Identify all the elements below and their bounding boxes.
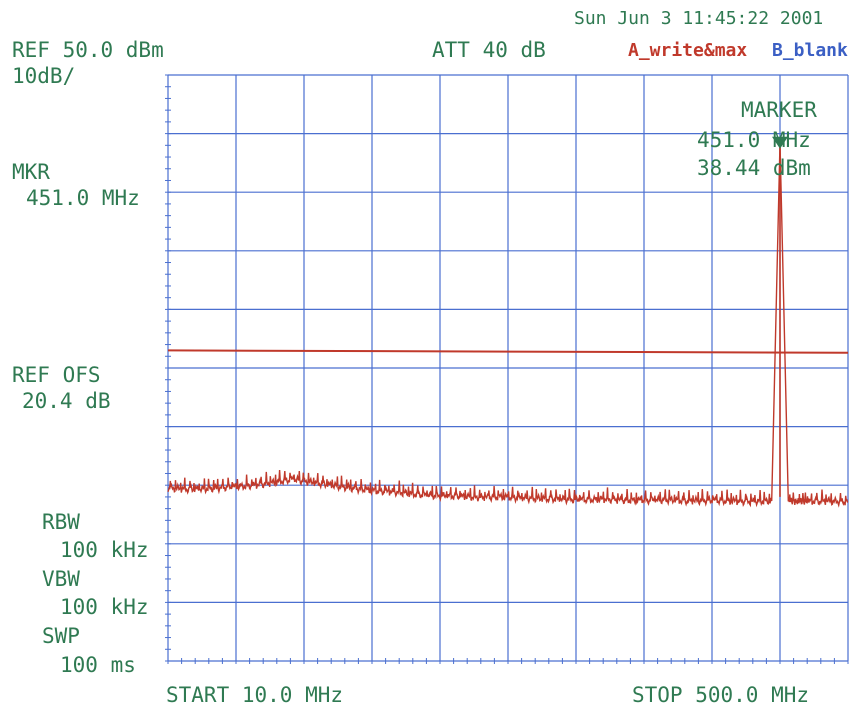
swp-value: 100 ms — [60, 653, 136, 677]
stop-frequency: STOP 500.0 MHz — [632, 683, 810, 707]
trace-a-label: A_write&max — [628, 40, 748, 61]
spectrum-trace — [167, 142, 849, 508]
swp-label: SWP — [42, 624, 80, 648]
marker-group — [772, 136, 788, 497]
marker-triangle-icon — [772, 136, 788, 149]
marker-frequency: 451.0 MHz — [697, 128, 811, 152]
mkr-label: MKR — [12, 160, 50, 184]
marker-title: MARKER — [741, 98, 817, 122]
rbw-value: 100 kHz — [60, 538, 149, 562]
ref-ofs-label: REF OFS — [12, 363, 101, 387]
start-frequency: START 10.0 MHz — [166, 683, 344, 707]
ref-ofs-value: 20.4 dB — [22, 389, 111, 413]
traces — [167, 142, 849, 508]
limit-line — [167, 349, 849, 354]
trace-b-label: B_blank — [772, 40, 848, 61]
grid — [165, 74, 849, 664]
ref-level-label: REF 50.0 dBm — [12, 38, 164, 62]
scale-label: 10dB/ — [12, 64, 76, 88]
vbw-label: VBW — [42, 567, 80, 591]
vbw-value: 100 kHz — [60, 595, 149, 619]
rbw-label: RBW — [42, 510, 80, 534]
marker-level: 38.44 dBm — [697, 156, 811, 180]
attenuation-label: ATT 40 dB — [432, 38, 546, 62]
mkr-value: 451.0 MHz — [26, 186, 140, 210]
timestamp: Sun Jun 3 11:45:22 2001 — [574, 8, 824, 29]
